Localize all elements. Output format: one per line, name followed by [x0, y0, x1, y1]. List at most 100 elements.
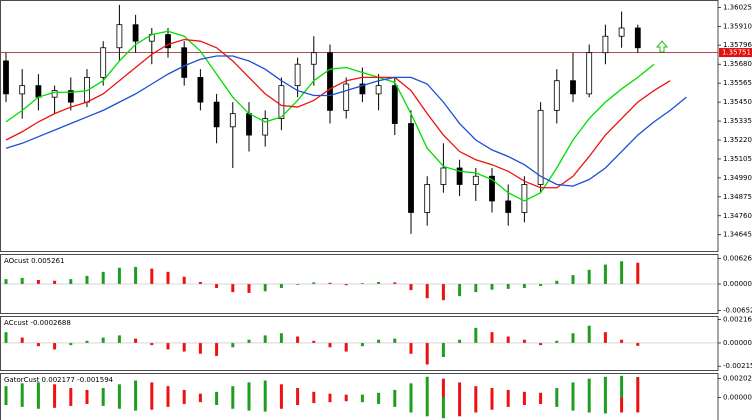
histogram-bar: [539, 342, 543, 346]
gator-bar: [166, 386, 170, 398]
histogram-bar: [490, 284, 494, 290]
candle-body: [618, 27, 625, 37]
gator-bar: [458, 397, 462, 417]
gator-bar: [587, 397, 591, 413]
moving-average: [5, 55, 687, 187]
gator-bar: [441, 378, 445, 398]
gator-bar: [555, 388, 559, 398]
gator-bar: [117, 397, 121, 409]
histogram-bar: [603, 332, 607, 343]
histogram-bar: [69, 279, 73, 284]
histogram-bar: [85, 275, 89, 284]
histogram-bar: [231, 342, 235, 348]
histogram-bar: [506, 284, 510, 289]
gator-bar: [603, 397, 607, 414]
y-tick-label: 1.35105: [723, 155, 752, 163]
gator-bar: [150, 382, 154, 398]
y-tick-label: 1.34875: [723, 193, 752, 201]
gator-bar: [425, 376, 429, 398]
candle-body: [570, 80, 576, 95]
gator-bar: [474, 386, 478, 398]
gator-bar: [53, 384, 57, 398]
histogram-bar: [53, 280, 57, 284]
y-tick-label: 0.000000: [723, 339, 752, 347]
gator-bar: [620, 375, 624, 398]
histogram-bar: [409, 284, 413, 291]
y-tick-label: 1.34990: [723, 174, 752, 182]
panel-title: ACcust -0.0002688: [4, 319, 71, 327]
gator-bar: [555, 397, 559, 407]
y-tick-label: 1.35910: [723, 22, 752, 30]
y-tick-label: 1.35220: [723, 136, 752, 144]
histogram-bar: [215, 284, 219, 289]
histogram-bar: [377, 281, 381, 284]
histogram-bar: [182, 342, 186, 352]
histogram-bar: [409, 342, 413, 354]
histogram-bar: [134, 338, 138, 343]
histogram-bar: [344, 284, 348, 286]
signal-arrow: [655, 40, 669, 53]
candle-body: [19, 85, 26, 95]
candle-body: [489, 175, 495, 202]
gator-bar: [263, 397, 267, 412]
candle-body: [3, 60, 9, 95]
histogram-bar: [150, 268, 154, 284]
y-tick-label: 1.35335: [723, 117, 752, 125]
y-tick-label: 0.006261: [723, 255, 752, 263]
candle-body: [521, 184, 528, 213]
histogram-bar: [506, 336, 510, 343]
candle-body: [440, 167, 447, 185]
gator-bar: [134, 380, 138, 398]
histogram-bar: [101, 271, 105, 284]
candle-body: [359, 83, 366, 95]
histogram-bar: [263, 335, 267, 343]
gator-bar: [247, 382, 251, 398]
candle-body: [197, 77, 204, 103]
gator-bar: [198, 393, 202, 398]
gator-bar: [312, 391, 316, 398]
candle-body: [343, 83, 350, 111]
gator-bar: [4, 386, 8, 398]
histogram-bar: [425, 342, 429, 365]
gator-bar: [409, 397, 413, 413]
histogram-bar: [522, 339, 526, 343]
candle-body: [51, 90, 58, 98]
y-tick-label: 0.002029: [723, 374, 752, 382]
histogram-bar: [360, 342, 364, 347]
gator-bar: [393, 389, 397, 398]
gator-bar: [69, 388, 73, 398]
candle-body: [262, 118, 269, 136]
gator-bar: [360, 397, 364, 403]
panel-title: AOcust 0.005261: [4, 257, 64, 265]
histogram-bar: [344, 342, 348, 352]
histogram-bar: [69, 342, 73, 346]
gator-bar: [328, 397, 332, 403]
gator-bar: [85, 389, 89, 398]
current-price-box: [719, 48, 752, 58]
y-tick-label: -0.0021568: [723, 362, 752, 370]
histogram-bar: [636, 342, 640, 346]
gator-bar: [53, 397, 57, 408]
gator-bar: [215, 397, 219, 405]
y-tick-label: 1.35680: [723, 60, 752, 68]
gator-bar: [296, 388, 300, 398]
histogram-bar: [539, 284, 543, 287]
gator-bar: [377, 392, 381, 398]
histogram-bar: [150, 342, 154, 346]
y-tick-label: 1.34760: [723, 212, 752, 220]
gator-bar: [344, 394, 348, 398]
gator-bar: [636, 397, 640, 413]
histogram-bar: [182, 276, 186, 284]
histogram-bar: [441, 284, 445, 301]
histogram-bar: [263, 284, 267, 292]
candle-body: [165, 34, 171, 49]
gator-bar: [522, 397, 526, 405]
histogram-bar: [36, 342, 40, 347]
histogram-bar: [4, 332, 8, 343]
histogram-bar: [636, 262, 640, 284]
histogram-bar: [198, 281, 202, 284]
gator-bar: [441, 397, 445, 419]
candle-body: [327, 52, 333, 111]
gator-bar: [279, 384, 283, 398]
gator-bar: [377, 397, 381, 405]
